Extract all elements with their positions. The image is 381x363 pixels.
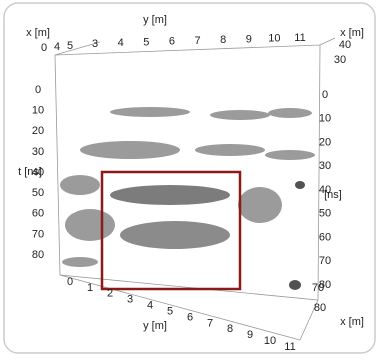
tick-label: 0	[322, 89, 328, 101]
tick-label: 0	[41, 42, 47, 54]
tick-label: 5	[167, 305, 173, 317]
tick-label: 6	[187, 311, 193, 323]
tick-label: 10	[319, 113, 331, 125]
tick-label: 7	[207, 317, 213, 329]
tick-label: 40	[319, 184, 331, 196]
tick-label: 4	[54, 41, 60, 53]
tick-label: 20	[319, 136, 331, 148]
tick-label: 60	[32, 208, 44, 220]
tick-label: 9	[247, 329, 253, 341]
tick-label: 11	[294, 32, 305, 44]
tick-label: 40	[339, 39, 351, 51]
tick-label: 3	[92, 38, 98, 50]
tick-label: 70	[312, 282, 324, 294]
tick-label: 70	[319, 255, 331, 267]
tick-label: 80	[32, 249, 44, 261]
tick-label: 80	[314, 302, 326, 314]
figure: y [m]34567891011x [m]045x [m]4030t [ns]0…	[0, 0, 381, 358]
axis-label: x [m]	[26, 27, 50, 39]
tick-label: 50	[319, 208, 331, 220]
tick-label: 30	[334, 54, 346, 66]
tick-label: 20	[32, 125, 44, 137]
tick-label: 0	[67, 276, 73, 288]
tick-label: 30	[319, 160, 331, 172]
tick-label: 2	[107, 288, 113, 300]
tick-label: 10	[264, 335, 276, 347]
tick-label: 6	[169, 36, 175, 48]
tick-label: 9	[246, 33, 252, 45]
tick-label: 50	[32, 187, 44, 199]
tick-label: 4	[118, 37, 124, 49]
tick-label: 5	[143, 36, 149, 48]
tick-label: 7	[194, 35, 200, 47]
tick-label: 8	[220, 34, 226, 46]
tick-label: 4	[147, 300, 153, 312]
tick-label: 10	[268, 33, 280, 45]
axis-label: y [m]	[143, 14, 167, 26]
tick-label: 3	[127, 294, 133, 306]
tick-label: 0	[35, 84, 41, 96]
tick-label: 70	[32, 228, 44, 240]
tick-label: 30	[32, 146, 44, 158]
axis-label: x [m]	[340, 27, 364, 39]
tick-label: 5	[67, 40, 73, 52]
axis-label: y [m]	[143, 320, 167, 332]
axis-label: x [m]	[340, 316, 364, 328]
tick-label: 8	[227, 323, 233, 335]
tick-label: 1	[87, 282, 93, 294]
tick-label: 40	[32, 166, 44, 178]
tick-label: 60	[319, 231, 331, 243]
tick-label: 10	[32, 105, 44, 117]
tick-label: 11	[284, 341, 295, 353]
